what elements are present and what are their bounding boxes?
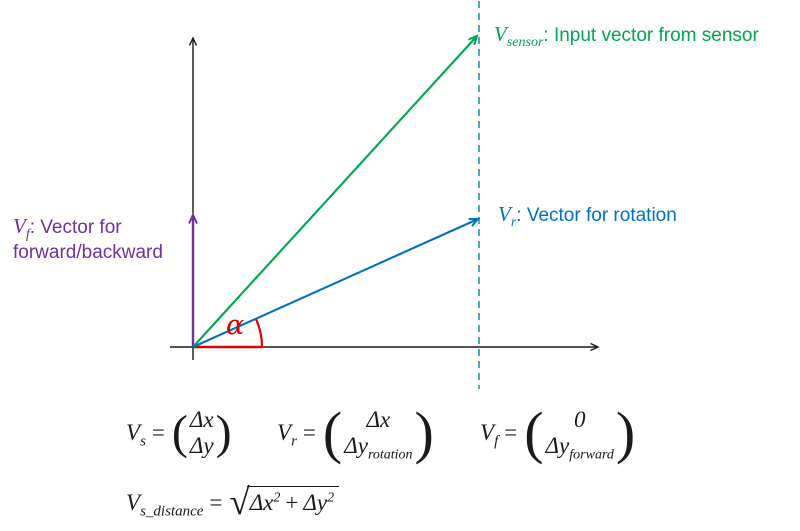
formula-vs-lhs: Vs =	[126, 420, 165, 451]
vf-row-bottom: Δyforward	[545, 433, 614, 463]
formula-vr-lhs: Vr =	[277, 420, 316, 450]
vs-row-bottom: Δy	[189, 433, 214, 459]
forward-description-line2: forward/backward	[13, 242, 163, 263]
formula-vf-lhs: Vf =	[480, 420, 518, 450]
vs-row-top: Δx	[189, 407, 214, 432]
formula-vs-distance: Vs_distance = √ Δx2 + Δy2	[126, 482, 340, 523]
formula-vs: Vs = ( Δx Δy )	[126, 407, 232, 460]
formula-vr: Vr = ( Δx Δyrotation )	[277, 400, 434, 465]
forward-subscript: f	[25, 226, 30, 242]
rotation-variable: V	[498, 202, 511, 226]
vector-rotation-blue	[192, 219, 478, 348]
formula-vf-vector: ( 0 Δyforward )	[524, 400, 636, 465]
forward-description-line1: : Vector for	[29, 217, 122, 238]
forward-variable: V	[13, 214, 26, 238]
angle-alpha-label: α	[226, 310, 245, 341]
rotation-description: : Vector for rotation	[516, 205, 677, 226]
vf-row-top: 0	[573, 406, 586, 432]
radicand: Δx2 + Δy2	[246, 486, 340, 516]
sensor-subscript: sensor	[506, 34, 544, 50]
right-paren: )	[215, 406, 232, 460]
left-paren: (	[322, 400, 343, 465]
label-forward-vector: Vf: Vector for forward/backward	[13, 214, 163, 265]
left-paren: (	[524, 400, 544, 465]
vector-sensor-green	[192, 36, 477, 348]
formula-vf: Vf = ( 0 Δyforward )	[480, 400, 636, 465]
square-root: √ Δx2 + Δy2	[229, 482, 340, 523]
vr-row-bottom: Δyrotation	[344, 433, 413, 463]
formula-vs-vector: ( Δx Δy )	[172, 407, 232, 460]
label-sensor-vector: Vsensor: Input vector from sensor	[494, 22, 759, 50]
label-rotation-vector: Vr: Vector for rotation	[498, 202, 677, 230]
sensor-description: : Input vector from sensor	[543, 25, 759, 46]
right-paren: )	[615, 400, 636, 465]
forward-label-line1: Vf: Vector for	[13, 214, 163, 242]
formula-distance-lhs: Vs_distance =	[126, 489, 223, 520]
angle-arc	[254, 318, 264, 348]
rotation-subscript: r	[510, 214, 517, 230]
right-paren: )	[414, 400, 434, 465]
formula-vr-vector: ( Δx Δyrotation )	[322, 400, 434, 465]
vr-row-top: Δx	[366, 406, 391, 432]
sensor-variable: V	[494, 22, 507, 46]
radical-sign: √	[229, 482, 250, 523]
left-paren: (	[171, 406, 188, 460]
